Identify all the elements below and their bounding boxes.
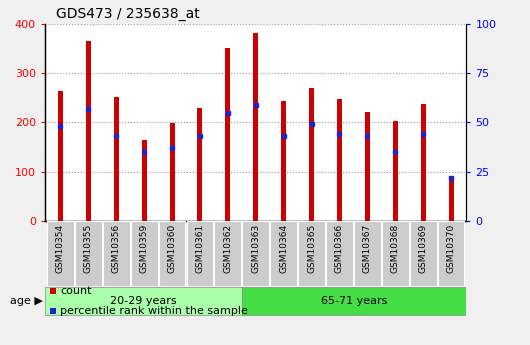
Text: GSM10355: GSM10355 <box>84 224 93 273</box>
FancyBboxPatch shape <box>410 221 437 286</box>
Text: GSM10359: GSM10359 <box>139 224 148 273</box>
Text: GSM10366: GSM10366 <box>335 224 344 273</box>
FancyBboxPatch shape <box>215 221 241 286</box>
FancyBboxPatch shape <box>45 287 242 315</box>
Bar <box>448 180 454 221</box>
Text: GSM10354: GSM10354 <box>56 224 65 273</box>
Bar <box>365 112 370 221</box>
FancyBboxPatch shape <box>326 221 353 286</box>
FancyBboxPatch shape <box>382 221 409 286</box>
Bar <box>421 104 426 221</box>
Text: GSM10356: GSM10356 <box>112 224 121 273</box>
Text: GSM10368: GSM10368 <box>391 224 400 273</box>
Bar <box>114 97 119 221</box>
Text: 20-29 years: 20-29 years <box>110 296 176 306</box>
Bar <box>86 41 91 221</box>
FancyBboxPatch shape <box>242 221 269 286</box>
FancyBboxPatch shape <box>270 221 297 286</box>
Bar <box>253 33 258 221</box>
Text: GSM10370: GSM10370 <box>447 224 456 273</box>
FancyBboxPatch shape <box>103 221 130 286</box>
Text: GSM10364: GSM10364 <box>279 224 288 273</box>
Bar <box>170 124 174 221</box>
Text: GSM10369: GSM10369 <box>419 224 428 273</box>
FancyBboxPatch shape <box>158 221 186 286</box>
Text: GSM10362: GSM10362 <box>223 224 232 273</box>
Text: GDS473 / 235638_at: GDS473 / 235638_at <box>56 7 199 21</box>
Bar <box>58 90 63 221</box>
Text: GSM10360: GSM10360 <box>167 224 176 273</box>
FancyBboxPatch shape <box>131 221 157 286</box>
Text: age ▶: age ▶ <box>10 296 42 306</box>
FancyBboxPatch shape <box>75 221 102 286</box>
Text: GSM10365: GSM10365 <box>307 224 316 273</box>
FancyBboxPatch shape <box>242 287 466 315</box>
Bar <box>142 140 147 221</box>
Bar <box>197 108 202 221</box>
FancyBboxPatch shape <box>438 221 464 286</box>
Bar <box>309 88 314 221</box>
Text: GSM10361: GSM10361 <box>196 224 205 273</box>
Text: 65-71 years: 65-71 years <box>321 296 387 306</box>
Bar <box>393 120 398 221</box>
FancyBboxPatch shape <box>187 221 213 286</box>
FancyBboxPatch shape <box>47 221 74 286</box>
Bar <box>225 48 231 221</box>
FancyBboxPatch shape <box>298 221 325 286</box>
Text: count: count <box>60 286 92 296</box>
Bar <box>337 99 342 221</box>
Text: percentile rank within the sample: percentile rank within the sample <box>60 306 248 316</box>
Text: GSM10363: GSM10363 <box>251 224 260 273</box>
FancyBboxPatch shape <box>354 221 381 286</box>
Text: GSM10367: GSM10367 <box>363 224 372 273</box>
Bar <box>281 101 286 221</box>
